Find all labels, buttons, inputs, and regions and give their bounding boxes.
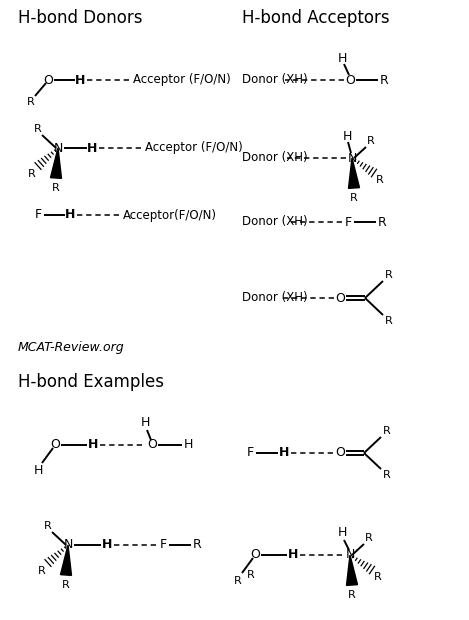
Text: R: R bbox=[378, 216, 386, 229]
Text: Donor (XH): Donor (XH) bbox=[242, 216, 308, 229]
Text: H-bond Donors: H-bond Donors bbox=[18, 9, 143, 27]
Text: R: R bbox=[62, 580, 70, 590]
Text: R: R bbox=[383, 426, 391, 436]
Text: H: H bbox=[279, 446, 289, 459]
Text: H: H bbox=[88, 438, 98, 451]
Text: R: R bbox=[38, 566, 46, 576]
Polygon shape bbox=[348, 158, 359, 188]
Text: F: F bbox=[246, 446, 254, 459]
Text: H-bond Acceptors: H-bond Acceptors bbox=[242, 9, 390, 27]
Text: F: F bbox=[344, 216, 352, 229]
Text: R: R bbox=[365, 533, 373, 543]
Text: F: F bbox=[159, 539, 166, 552]
Text: H-bond Examples: H-bond Examples bbox=[18, 373, 164, 391]
Text: Acceptor (F/O/N): Acceptor (F/O/N) bbox=[145, 141, 243, 154]
Text: O: O bbox=[335, 446, 345, 459]
Text: H: H bbox=[183, 438, 193, 451]
Text: R: R bbox=[374, 572, 382, 582]
Text: Donor (XH): Donor (XH) bbox=[242, 151, 308, 164]
Text: H: H bbox=[288, 549, 298, 562]
Text: H: H bbox=[140, 417, 150, 430]
Text: H: H bbox=[87, 141, 97, 154]
Text: F: F bbox=[34, 208, 42, 221]
Text: N: N bbox=[53, 141, 63, 154]
Text: R: R bbox=[34, 124, 42, 134]
Text: N: N bbox=[348, 151, 357, 164]
Text: O: O bbox=[43, 74, 53, 87]
Text: R: R bbox=[234, 576, 242, 586]
Text: R: R bbox=[44, 521, 52, 531]
Polygon shape bbox=[347, 555, 357, 585]
Text: R: R bbox=[247, 570, 255, 580]
Text: O: O bbox=[50, 438, 60, 451]
Text: O: O bbox=[345, 74, 355, 87]
Text: N: N bbox=[63, 539, 73, 552]
Text: O: O bbox=[335, 291, 345, 304]
Text: H: H bbox=[102, 539, 112, 552]
Text: Acceptor (F/O/N): Acceptor (F/O/N) bbox=[133, 74, 231, 87]
Text: O: O bbox=[147, 438, 157, 451]
Text: R: R bbox=[52, 183, 60, 193]
Text: Donor (XH): Donor (XH) bbox=[242, 291, 308, 304]
Text: R: R bbox=[385, 316, 393, 326]
Text: Acceptor(F/O/N): Acceptor(F/O/N) bbox=[123, 208, 217, 221]
Text: H: H bbox=[65, 208, 75, 221]
Text: R: R bbox=[379, 74, 388, 87]
Text: R: R bbox=[383, 470, 391, 480]
Text: R: R bbox=[385, 270, 393, 280]
Text: H: H bbox=[75, 74, 85, 87]
Text: MCAT-Review.org: MCAT-Review.org bbox=[18, 342, 125, 355]
Text: H: H bbox=[337, 526, 347, 539]
Text: R: R bbox=[376, 175, 384, 185]
Text: H: H bbox=[342, 130, 352, 143]
Text: O: O bbox=[250, 549, 260, 562]
Text: R: R bbox=[193, 539, 201, 552]
Text: R: R bbox=[28, 169, 36, 179]
Text: R: R bbox=[348, 590, 356, 600]
Text: N: N bbox=[345, 549, 355, 562]
Text: R: R bbox=[367, 136, 375, 146]
Polygon shape bbox=[61, 545, 71, 575]
Text: R: R bbox=[27, 97, 35, 107]
Text: H: H bbox=[33, 464, 43, 477]
Polygon shape bbox=[51, 148, 61, 179]
Text: H: H bbox=[337, 51, 347, 64]
Text: Donor (XH): Donor (XH) bbox=[242, 74, 308, 87]
Text: R: R bbox=[350, 193, 358, 203]
